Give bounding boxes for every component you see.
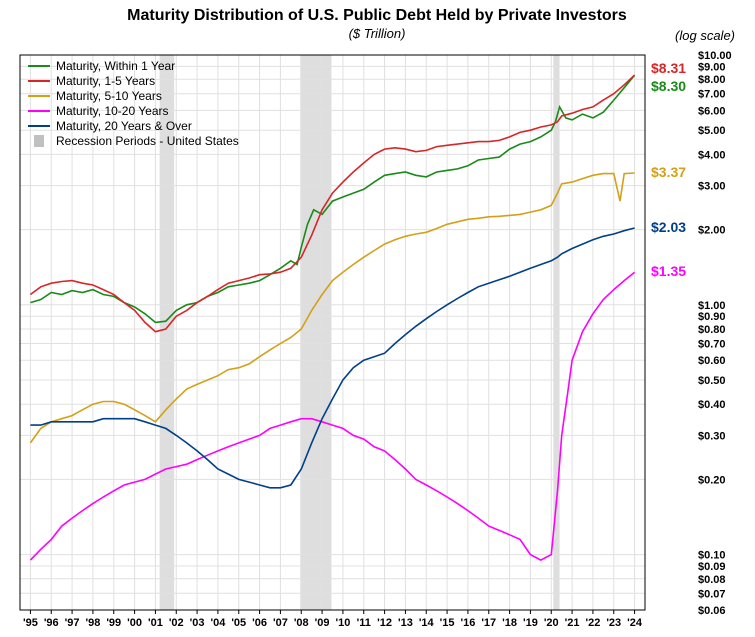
legend-label: Recession Periods - United States [56, 134, 239, 148]
y-tick-label: $0.07 [698, 588, 726, 600]
x-tick-label: '99 [106, 617, 121, 629]
y-tick-label: $0.50 [698, 375, 726, 387]
x-tick-label: '03 [190, 617, 205, 629]
end-label-within1: $8.30 [651, 78, 686, 94]
y-tick-label: $1.00 [698, 300, 726, 312]
x-tick-label: '06 [252, 617, 267, 629]
end-label-y5to10: $3.37 [651, 164, 686, 180]
legend-label: Maturity, 20 Years & Over [56, 119, 192, 133]
y-tick-label: $9.00 [698, 61, 726, 73]
y-tick-label: $0.60 [698, 355, 726, 367]
y-tick-label: $10.00 [698, 50, 732, 62]
y-tick-label: $0.80 [698, 324, 726, 336]
x-tick-label: '15 [440, 617, 455, 629]
y-tick-label: $0.30 [698, 430, 726, 442]
x-tick-label: '08 [294, 617, 309, 629]
x-tick-label: '14 [419, 617, 435, 629]
y-tick-label: $2.00 [698, 225, 726, 237]
end-label-y1to5: $8.31 [651, 60, 686, 76]
x-tick-label: '21 [565, 617, 580, 629]
end-label-y10to20: $1.35 [651, 263, 686, 279]
y-tick-label: $0.70 [698, 338, 726, 350]
chart-title: Maturity Distribution of U.S. Public Deb… [127, 7, 627, 24]
x-tick-label: '98 [85, 617, 100, 629]
legend-label: Maturity, 5-10 Years [56, 89, 162, 103]
x-tick-label: '00 [127, 617, 142, 629]
y-tick-label: $4.00 [698, 149, 726, 161]
x-tick-label: '02 [169, 617, 184, 629]
x-tick-label: '12 [377, 617, 392, 629]
y-tick-label: $7.00 [698, 89, 726, 101]
y-tick-label: $0.08 [698, 574, 726, 586]
y-tick-label: $8.00 [698, 74, 726, 86]
x-tick-label: '05 [231, 617, 246, 629]
legend-swatch [34, 135, 44, 147]
x-tick-label: '04 [210, 617, 226, 629]
x-tick-label: '23 [606, 617, 621, 629]
x-tick-label: '13 [398, 617, 413, 629]
legend-label: Maturity, 10-20 Years [56, 104, 169, 118]
x-tick-label: '09 [315, 617, 330, 629]
end-label-y20plus: $2.03 [651, 219, 686, 235]
recession-band [300, 55, 331, 610]
x-tick-label: '18 [502, 617, 517, 629]
x-tick-label: '20 [544, 617, 559, 629]
chart-svg: $8.30 $8.31 $3.37 $1.35 $2.03 $0.06 $0.07 $0.08… [0, 0, 755, 637]
y-tick-label: $0.06 [698, 605, 726, 617]
x-tick-label: '11 [357, 617, 371, 629]
legend-label: Maturity, 1-5 Years [56, 74, 155, 88]
y-tick-label: $0.20 [698, 474, 726, 486]
x-tick-label: '19 [523, 617, 538, 629]
x-tick-label: '96 [44, 617, 59, 629]
y-tick-label: $6.00 [698, 105, 726, 117]
x-tick-label: '17 [481, 617, 496, 629]
y-tick-label: $5.00 [698, 125, 726, 137]
y-tick-label: $0.40 [698, 399, 726, 411]
y-tick-label: $0.09 [698, 561, 726, 573]
y-tick-label: $0.90 [698, 311, 726, 323]
x-tick-label: '10 [335, 617, 350, 629]
y-tick-label: $3.00 [698, 181, 726, 193]
legend-label: Maturity, Within 1 Year [56, 59, 175, 73]
y-tick-label: $0.10 [698, 550, 726, 562]
x-tick-label: '22 [585, 617, 600, 629]
x-tick-label: '07 [273, 617, 288, 629]
x-tick-label: '24 [627, 617, 643, 629]
chart-root: $8.30 $8.31 $3.37 $1.35 $2.03 $0.06 $0.07 $0.08… [0, 0, 755, 637]
x-tick-label: '95 [23, 617, 38, 629]
chart-subtitle-right: (log scale) [675, 28, 735, 43]
x-tick-label: '97 [65, 617, 80, 629]
x-tick-label: '16 [460, 617, 475, 629]
x-tick-label: '01 [148, 617, 163, 629]
chart-subtitle-left: ($ Trillion) [349, 26, 406, 41]
